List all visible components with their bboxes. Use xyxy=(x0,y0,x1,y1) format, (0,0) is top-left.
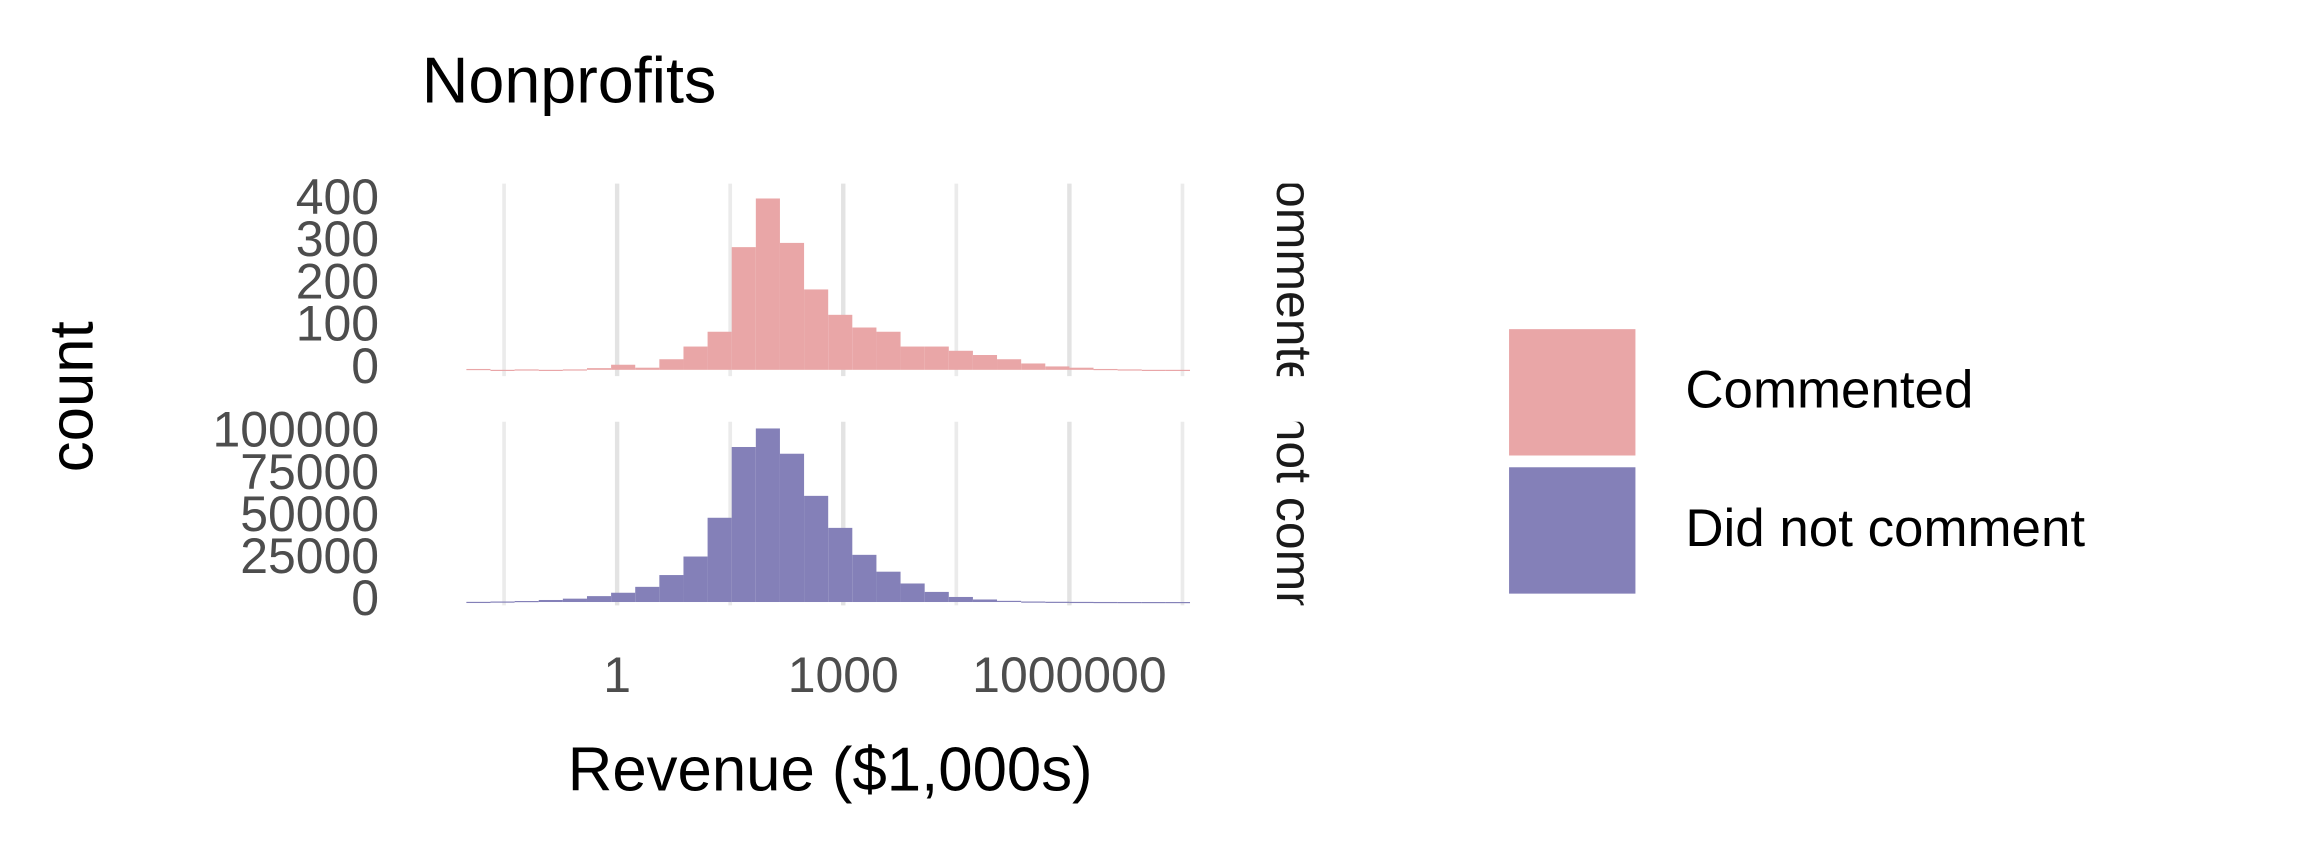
histogram-bar xyxy=(755,428,780,603)
legend-label: Commented xyxy=(1685,361,1973,420)
x-tick-label: 1000 xyxy=(788,647,899,703)
facet-strip-label: Commented xyxy=(1266,144,1322,416)
legend-swatch xyxy=(1509,329,1636,456)
histogram-bar xyxy=(997,600,1022,603)
histogram-bar xyxy=(755,198,780,370)
histogram-bar xyxy=(562,598,587,603)
histogram-bar xyxy=(611,592,636,603)
histogram-bar xyxy=(659,359,684,370)
histogram-bar xyxy=(828,314,853,370)
histogram-bar xyxy=(586,368,612,370)
histogram-bar xyxy=(1093,601,1118,604)
y-tick-label: 100 xyxy=(296,296,379,352)
x-tick-label: 1000000 xyxy=(972,647,1166,703)
histogram-bar xyxy=(852,327,877,370)
histogram-bar xyxy=(779,453,805,603)
histogram-bar xyxy=(876,571,901,603)
y-tick-label: 0 xyxy=(351,570,379,626)
y-tick-label: 0 xyxy=(351,338,379,394)
histogram-bar xyxy=(972,599,998,603)
histogram-bar xyxy=(466,601,491,604)
histogram-bar xyxy=(1165,369,1191,371)
histogram-bar xyxy=(828,527,853,603)
chart-title: Nonprofits xyxy=(422,43,717,116)
facet-strip-label: Did not comment xyxy=(1266,325,1322,703)
histogram-bar xyxy=(1141,369,1166,371)
x-tick-label: 1 xyxy=(603,647,631,703)
histogram-bar xyxy=(900,583,925,603)
y-tick-label: 200 xyxy=(296,253,379,309)
histogram-bar xyxy=(635,586,660,603)
histogram-bar xyxy=(514,369,539,371)
histogram-bar xyxy=(1117,602,1142,604)
histogram-bar xyxy=(683,556,708,603)
histogram-bar xyxy=(538,599,563,603)
y-tick-label: 75000 xyxy=(240,444,379,500)
histogram-bar xyxy=(466,368,491,371)
facet-strip: Commented xyxy=(1266,144,1322,416)
histogram-bar xyxy=(804,289,829,370)
histogram-bar xyxy=(490,601,515,603)
histogram-bar xyxy=(1165,602,1191,604)
histogram-bar xyxy=(659,575,684,603)
histogram-bar xyxy=(611,364,636,370)
histogram-bar xyxy=(804,495,829,603)
histogram-bar xyxy=(635,367,660,370)
histogram-bar xyxy=(1021,601,1046,603)
histogram-bar xyxy=(562,369,587,371)
histogram-bar xyxy=(1069,367,1094,370)
histogram-bar xyxy=(514,601,539,603)
y-tick-label: 100000 xyxy=(212,402,379,458)
histogram-bar xyxy=(779,242,805,370)
histogram-bar xyxy=(997,359,1022,370)
y-tick-label: 300 xyxy=(296,211,379,267)
histogram-bar xyxy=(683,346,708,370)
histogram-bar xyxy=(731,446,756,603)
histogram-bar xyxy=(852,554,877,603)
histogram-bar xyxy=(1141,602,1166,604)
legend-label: Did not comment xyxy=(1685,499,2085,558)
y-axis-title: count xyxy=(38,321,107,472)
y-tick-label: 25000 xyxy=(240,528,379,584)
histogram-bar xyxy=(1045,601,1070,603)
histogram-bar xyxy=(1021,363,1046,370)
histogram-bar xyxy=(586,596,612,603)
histogram-bar xyxy=(1069,601,1094,604)
histogram-bar xyxy=(1117,369,1142,371)
histogram-bar xyxy=(876,331,901,370)
y-tick-label: 400 xyxy=(296,169,379,225)
y-tick-label: 50000 xyxy=(240,486,379,542)
histogram-bar xyxy=(731,247,756,370)
histogram-bar xyxy=(538,369,563,371)
histogram-bar xyxy=(924,346,949,370)
histogram-bar xyxy=(900,346,925,370)
facet-strip: Did not comment xyxy=(1266,325,1322,703)
histogram-bar xyxy=(948,596,973,603)
histogram-bar xyxy=(972,355,998,370)
histogram-bar xyxy=(924,591,949,603)
histogram-bar xyxy=(1093,368,1118,371)
legend-swatch xyxy=(1509,467,1636,594)
histogram-bar xyxy=(707,331,732,370)
histogram-bar xyxy=(490,369,515,371)
histogram-bar xyxy=(707,517,732,603)
histogram-bar xyxy=(1045,366,1070,370)
histogram-bar xyxy=(948,350,973,370)
x-axis-title: Revenue ($1,000s) xyxy=(568,736,1093,805)
